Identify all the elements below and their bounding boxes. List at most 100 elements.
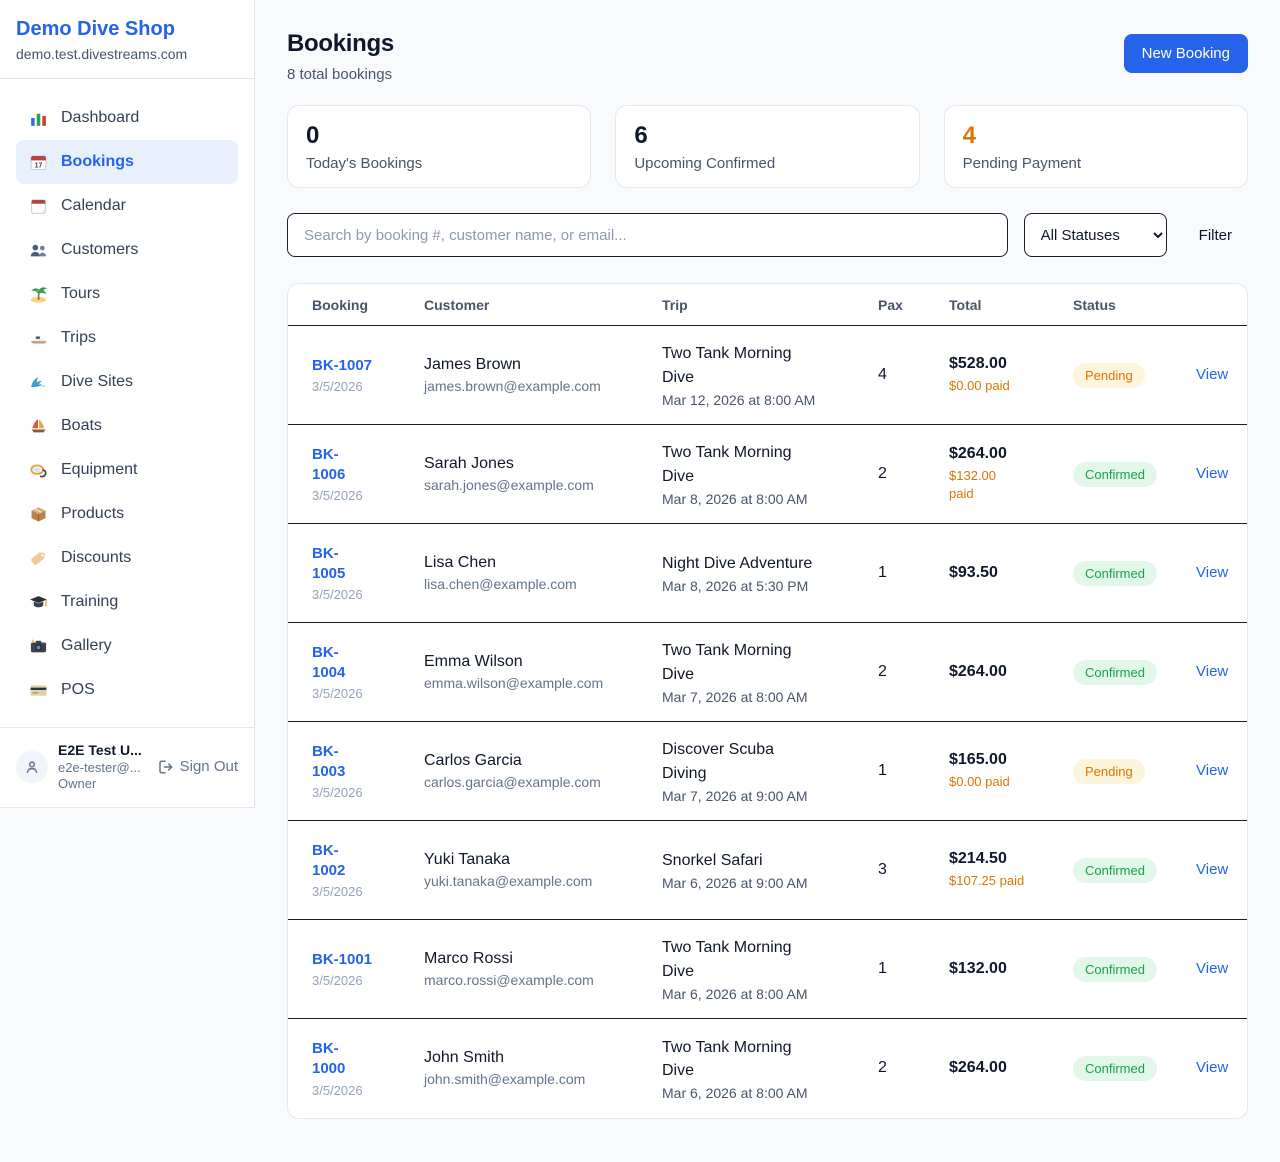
customer-name: Emma Wilson <box>424 653 523 670</box>
sidebar-item-calendar[interactable]: Calendar <box>16 184 238 228</box>
stat-value: 6 <box>634 122 648 149</box>
pax-count: 1 <box>878 721 949 821</box>
customer-name: Carlos Garcia <box>424 752 522 769</box>
sidebar-item-discounts[interactable]: Discounts <box>16 536 238 580</box>
sidebar-item-products[interactable]: Products <box>16 492 238 536</box>
sidebar-item-training[interactable]: Training <box>16 580 238 624</box>
customer-email: carlos.garcia@example.com <box>424 774 601 790</box>
booking-date: 3/5/2026 <box>312 587 363 603</box>
sidebar-item-boats[interactable]: Boats <box>16 404 238 448</box>
search-input[interactable] <box>287 213 1008 257</box>
sidebar-item-label: Equipment <box>61 461 138 478</box>
booking-number-link[interactable]: BK-1001 <box>312 950 373 968</box>
booking-number-link[interactable]: BK-1007 <box>312 356 373 374</box>
status-badge: Confirmed <box>1073 1055 1157 1081</box>
sidebar-item-gallery[interactable]: Gallery <box>16 624 238 668</box>
trip-name: Two Tank Morning Dive <box>662 444 792 485</box>
person-icon <box>24 759 40 775</box>
avatar <box>16 750 48 783</box>
table-header-row: Booking Customer Trip Pax Total Status <box>288 284 1247 326</box>
paid-amount: $107.25 paid <box>949 873 1025 889</box>
booking-date: 3/5/2026 <box>312 884 363 900</box>
sidebar-item-label: Bookings <box>61 153 134 170</box>
booking-number-link[interactable]: BK- 1006 <box>312 445 346 483</box>
view-link[interactable]: View <box>1196 564 1229 581</box>
filter-button[interactable]: Filter <box>1183 227 1248 244</box>
sidebar-item-label: Training <box>61 593 119 610</box>
paid-amount: $0.00 paid <box>949 378 1010 394</box>
stat-card-today-s-bookings: 0 Today's Bookings <box>287 105 592 188</box>
customer-email: james.brown@example.com <box>424 378 601 394</box>
sidebar-item-label: Tours <box>61 285 101 302</box>
sidebar-item-dashboard[interactable]: Dashboard <box>16 96 238 140</box>
trip-datetime: Mar 8, 2026 at 8:00 AM <box>662 490 808 507</box>
status-badge: Pending <box>1073 362 1145 388</box>
svg-text:17: 17 <box>35 162 43 169</box>
page-header: Bookings 8 total bookings New Booking <box>287 30 1248 83</box>
view-link[interactable]: View <box>1196 663 1229 680</box>
booking-number-link[interactable]: BK- 1005 <box>312 544 346 582</box>
status-filter-select[interactable]: All Statuses <box>1023 213 1167 257</box>
package-icon <box>29 505 48 524</box>
booking-number-link[interactable]: BK- 1000 <box>312 1040 346 1078</box>
customer-email: sarah.jones@example.com <box>424 477 594 493</box>
sign-out-button[interactable]: Sign Out <box>158 758 238 775</box>
column-header-total: Total <box>949 284 1073 326</box>
table-row: BK-1007 3/5/2026 James Brown james.brown… <box>288 326 1247 425</box>
customer-name: Sarah Jones <box>424 455 514 472</box>
stat-card-pending-payment: 4 Pending Payment <box>943 105 1248 188</box>
stat-value: 4 <box>962 122 977 149</box>
shop-name[interactable]: Demo Dive Shop <box>16 18 175 40</box>
sidebar-item-customers[interactable]: Customers <box>16 228 238 272</box>
stat-label: Upcoming Confirmed <box>634 155 776 172</box>
view-link[interactable]: View <box>1196 762 1229 779</box>
pax-count: 1 <box>878 523 949 623</box>
page-subtitle: 8 total bookings <box>287 66 393 83</box>
pax-count: 1 <box>878 919 949 1019</box>
pax-count: 2 <box>878 1018 949 1118</box>
user-name: E2E Test U... <box>58 742 142 758</box>
customer-email: lisa.chen@example.com <box>424 576 577 592</box>
trip-datetime: Mar 7, 2026 at 8:00 AM <box>662 688 808 705</box>
user-email: e2e-tester@... <box>58 760 141 775</box>
total-amount: $264.00 <box>949 1059 1007 1077</box>
trip-name: Snorkel Safari <box>662 851 763 869</box>
view-link[interactable]: View <box>1196 960 1229 977</box>
new-booking-button[interactable]: New Booking <box>1123 34 1248 73</box>
camera-icon <box>29 637 48 656</box>
view-link[interactable]: View <box>1196 1059 1229 1077</box>
shop-domain: demo.test.divestreams.com <box>16 46 188 62</box>
sidebar-item-bookings[interactable]: 17 Bookings <box>16 140 238 184</box>
pax-count: 3 <box>878 820 949 920</box>
sidebar-item-label: Dashboard <box>61 109 140 126</box>
sidebar-item-pos[interactable]: POS <box>16 668 238 712</box>
booking-number-link[interactable]: BK- 1004 <box>312 643 346 681</box>
speedboat-icon <box>29 329 48 348</box>
sidebar-item-equipment[interactable]: Equipment <box>16 448 238 492</box>
booking-date: 3/5/2026 <box>312 686 363 702</box>
table-row: BK- 1005 3/5/2026 Lisa Chen lisa.chen@exa… <box>288 523 1247 623</box>
trip-name: Night Dive Adventure <box>662 554 813 572</box>
booking-number-link[interactable]: BK- 1003 <box>312 742 346 780</box>
pax-count: 2 <box>878 424 949 524</box>
booking-date: 3/5/2026 <box>312 488 363 504</box>
sidebar-header: Demo Dive Shop demo.test.divestreams.com <box>0 0 254 79</box>
trip-datetime: Mar 12, 2026 at 8:00 AM <box>662 391 816 408</box>
view-link[interactable]: View <box>1196 465 1229 482</box>
booking-number-link[interactable]: BK- 1002 <box>312 841 346 879</box>
view-link[interactable]: View <box>1196 861 1229 878</box>
bar-chart-icon <box>29 109 48 128</box>
sidebar-item-label: Dive Sites <box>61 373 134 390</box>
sailboat-icon <box>29 417 48 436</box>
view-link[interactable]: View <box>1196 366 1229 383</box>
sidebar-item-tours[interactable]: Tours <box>16 272 238 316</box>
sidebar-item-trips[interactable]: Trips <box>16 316 238 360</box>
sidebar-item-label: Products <box>61 505 125 522</box>
customer-email: john.smith@example.com <box>424 1071 586 1088</box>
trip-datetime: Mar 6, 2026 at 9:00 AM <box>662 875 808 892</box>
customer-name: Marco Rossi <box>424 950 513 967</box>
status-badge: Confirmed <box>1073 560 1157 586</box>
people-icon <box>29 241 48 260</box>
trip-name: Two Tank Morning Dive <box>662 939 792 980</box>
sidebar-item-dive-sites[interactable]: Dive Sites <box>16 360 238 404</box>
